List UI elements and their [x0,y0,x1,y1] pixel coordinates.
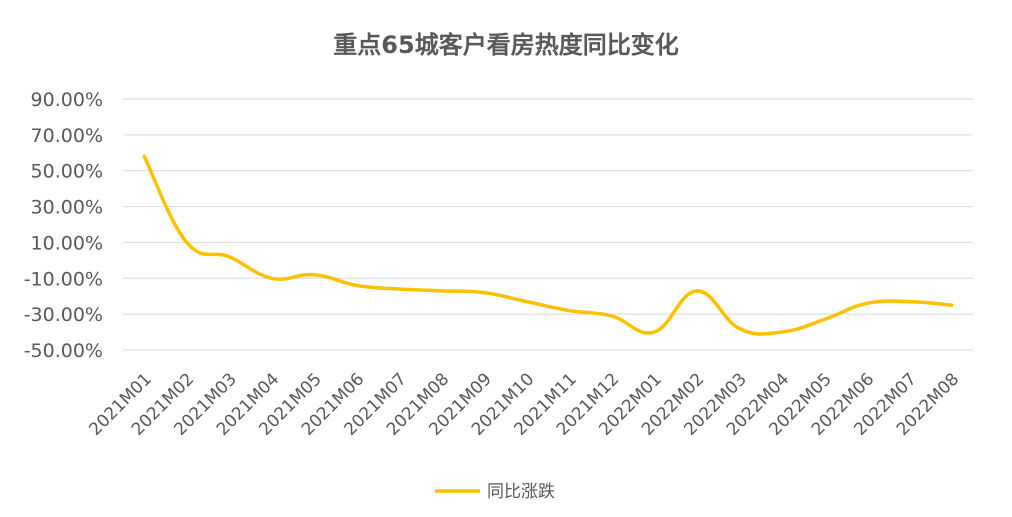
y-tick-label: 50.00% [31,161,103,183]
y-tick-label: 90.00% [31,89,103,111]
y-tick-label: -30.00% [24,304,103,326]
grid-lines [123,98,973,351]
series-line [142,154,954,336]
chart-title: 重点65城客户看房热度同比变化 [333,31,678,59]
y-tick-label: -10.00% [24,268,103,290]
legend-label: 同比涨跌 [487,482,555,502]
y-axis-tick-labels: 90.00% 70.00% 50.00% 30.00% 10.00% -10.00% -30… [24,89,103,362]
y-tick-label: 70.00% [31,125,103,147]
y-tick-label: -50.00% [24,340,103,362]
legend: 同比涨跌 [435,482,555,502]
series-layer [142,154,954,336]
y-tick-label: 10.00% [31,232,103,254]
y-tick-label: 30.00% [31,197,103,219]
x-axis-tick-labels: 2021M012021M022021M032021M042021M052021M… [85,369,963,439]
